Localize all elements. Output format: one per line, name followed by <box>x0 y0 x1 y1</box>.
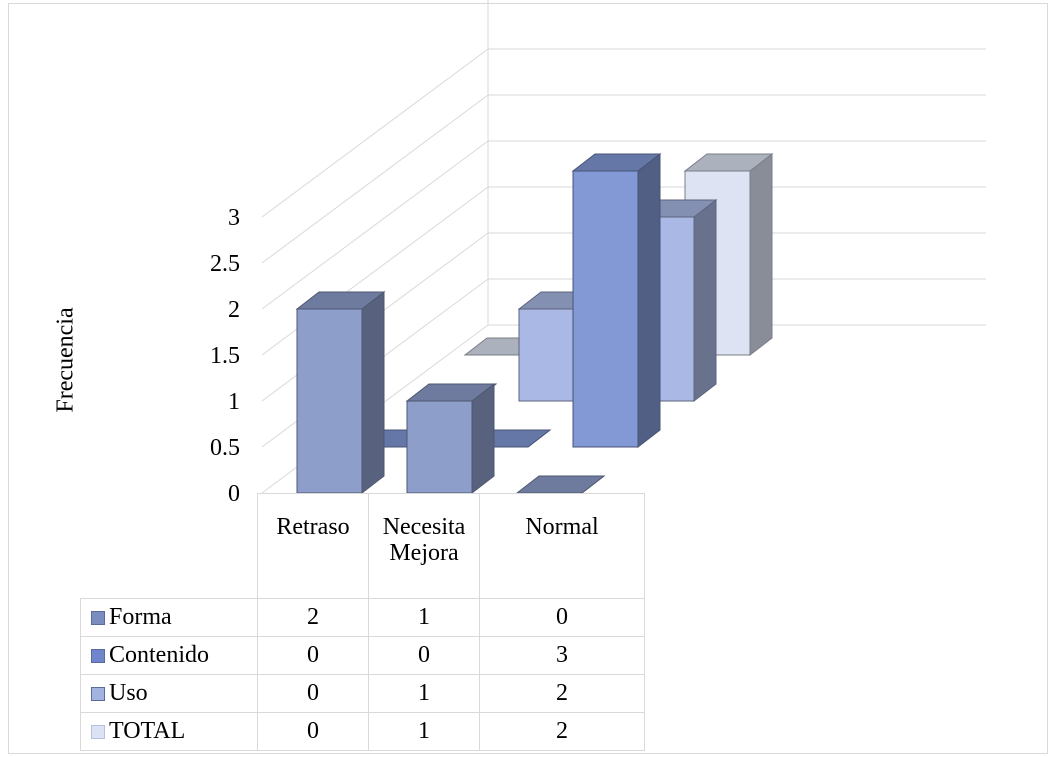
series-label-contenido: Contenido <box>80 636 258 675</box>
bar-side <box>471 382 495 495</box>
gridline-depth <box>261 140 489 310</box>
bar-side <box>693 198 717 403</box>
table-cell: 0 <box>257 712 369 751</box>
table-cell: 0 <box>479 598 645 637</box>
category-label-retraso: Retraso <box>257 493 369 599</box>
legend-swatch-uso <box>91 687 105 701</box>
table-cell: 0 <box>257 674 369 713</box>
bar-side <box>749 152 773 357</box>
table-cell: 1 <box>368 712 480 751</box>
bar-contenido-2 <box>572 170 639 448</box>
table-cell: 2 <box>479 712 645 751</box>
data-table: Retraso Necesita Mejora Normal Forma 2 1 … <box>80 493 645 751</box>
table-cell: 2 <box>479 674 645 713</box>
legend-swatch-contenido <box>91 649 105 663</box>
table-corner <box>80 493 258 599</box>
bar-side <box>637 152 661 449</box>
bar-side <box>361 290 385 495</box>
category-label-necesita-mejora-text: Necesita Mejora <box>382 514 466 566</box>
table-cell: 2 <box>257 598 369 637</box>
series-name-contenido: Contenido <box>109 642 209 668</box>
y-tick-label: 3 <box>228 205 240 231</box>
series-name-uso: Uso <box>109 680 148 706</box>
bar-top <box>515 475 606 494</box>
y-tick-label: 2 <box>228 297 240 323</box>
table-row-total: TOTAL 0 1 2 <box>80 712 645 751</box>
bar-forma-1 <box>406 400 473 494</box>
series-name-total: TOTAL <box>109 718 186 744</box>
series-label-forma: Forma <box>80 598 258 637</box>
y-tick-label: 2.5 <box>210 251 240 277</box>
table-row-forma: Forma 2 1 0 <box>80 598 645 637</box>
table-cell: 0 <box>368 636 480 675</box>
gridline-depth <box>261 48 489 218</box>
legend-swatch-total <box>91 725 105 739</box>
table-cell: 0 <box>257 636 369 675</box>
y-tick-label: 1.5 <box>210 343 240 369</box>
bar-forma-0 <box>296 308 363 494</box>
y-tick-label: 1 <box>228 389 240 415</box>
table-row-uso: Uso 0 1 2 <box>80 674 645 713</box>
gridline-depth <box>261 94 489 264</box>
table-cell: 1 <box>368 674 480 713</box>
table-cell: 3 <box>479 636 645 675</box>
series-label-uso: Uso <box>80 674 258 713</box>
legend-swatch-forma <box>91 611 105 625</box>
series-name-forma: Forma <box>109 604 172 630</box>
y-axis-label: Frecuencia <box>52 307 79 413</box>
category-label-necesita-mejora: Necesita Mejora <box>368 493 480 599</box>
y-tick-label: 0.5 <box>210 435 240 461</box>
table-header-row: Retraso Necesita Mejora Normal <box>80 493 645 599</box>
series-label-total: TOTAL <box>80 712 258 751</box>
category-label-normal: Normal <box>479 493 645 599</box>
table-row-contenido: Contenido 0 0 3 <box>80 636 645 675</box>
table-cell: 1 <box>368 598 480 637</box>
